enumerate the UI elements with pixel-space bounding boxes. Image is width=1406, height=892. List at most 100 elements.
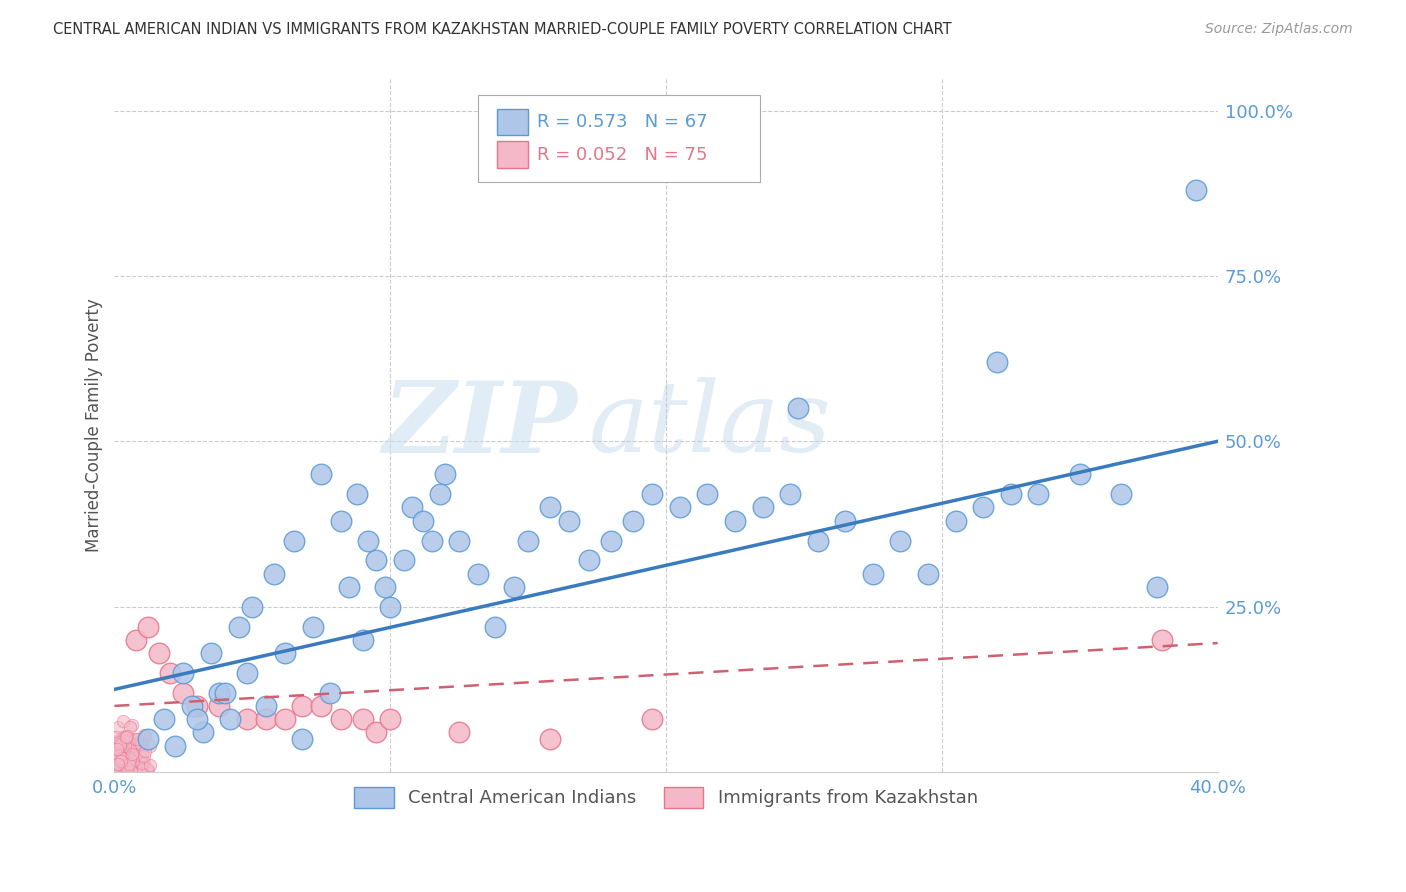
- Point: [121, 747, 143, 761]
- Point: [124, 731, 146, 746]
- Point: [121, 754, 143, 768]
- Point: [254, 712, 277, 726]
- Point: [118, 747, 141, 761]
- Point: [111, 746, 134, 760]
- Point: [118, 757, 141, 772]
- Point: [118, 750, 141, 764]
- Point: [186, 698, 208, 713]
- Point: [105, 730, 128, 744]
- Point: [621, 514, 644, 528]
- Point: [110, 754, 132, 768]
- Point: [112, 714, 135, 729]
- Point: [112, 764, 135, 778]
- Point: [420, 533, 443, 548]
- Point: [111, 742, 134, 756]
- Point: [134, 749, 156, 764]
- Point: [274, 712, 297, 726]
- Point: [834, 514, 856, 528]
- Point: [401, 500, 423, 515]
- Point: [1069, 467, 1091, 482]
- Point: [121, 751, 143, 765]
- Point: [254, 698, 277, 713]
- Point: [120, 757, 142, 772]
- Point: [449, 533, 471, 548]
- Point: [111, 732, 134, 747]
- Point: [120, 737, 142, 751]
- Point: [118, 760, 141, 774]
- Point: [309, 698, 332, 713]
- Point: [105, 759, 128, 773]
- Point: [641, 487, 664, 501]
- Point: [134, 728, 156, 742]
- Point: [110, 757, 132, 772]
- FancyBboxPatch shape: [478, 95, 759, 182]
- Point: [128, 735, 150, 749]
- Point: [111, 750, 134, 764]
- Point: [139, 758, 162, 772]
- Point: [128, 738, 150, 752]
- Point: [945, 514, 967, 528]
- Point: [172, 665, 194, 680]
- Point: [136, 619, 159, 633]
- Point: [114, 740, 136, 755]
- Point: [139, 739, 162, 753]
- Point: [291, 698, 314, 713]
- Point: [599, 533, 621, 548]
- Point: [125, 753, 148, 767]
- Point: [117, 762, 139, 776]
- Point: [129, 737, 152, 751]
- Point: [180, 698, 202, 713]
- Point: [108, 751, 131, 765]
- Point: [434, 467, 457, 482]
- Y-axis label: Married-Couple Family Poverty: Married-Couple Family Poverty: [86, 298, 103, 551]
- Point: [114, 738, 136, 752]
- Point: [236, 665, 259, 680]
- Point: [186, 712, 208, 726]
- Text: R = 0.052   N = 75: R = 0.052 N = 75: [537, 145, 707, 163]
- Point: [117, 764, 139, 778]
- Point: [263, 566, 285, 581]
- Point: [917, 566, 939, 581]
- Point: [111, 761, 134, 775]
- Point: [131, 756, 153, 770]
- Point: [122, 738, 145, 752]
- Legend: Central American Indians, Immigrants from Kazakhstan: Central American Indians, Immigrants fro…: [347, 780, 986, 815]
- Point: [972, 500, 994, 515]
- Point: [105, 748, 128, 763]
- Point: [121, 744, 143, 758]
- Point: [807, 533, 830, 548]
- Point: [131, 744, 153, 758]
- Point: [110, 756, 132, 771]
- Point: [131, 736, 153, 750]
- Point: [110, 742, 132, 756]
- Point: [121, 763, 143, 777]
- Point: [117, 749, 139, 764]
- Text: Source: ZipAtlas.com: Source: ZipAtlas.com: [1205, 22, 1353, 37]
- Point: [110, 747, 132, 761]
- Point: [112, 742, 135, 756]
- Text: atlas: atlas: [589, 377, 831, 473]
- Point: [108, 748, 131, 763]
- Point: [107, 740, 129, 755]
- Point: [111, 740, 134, 755]
- Point: [107, 720, 129, 734]
- Point: [352, 632, 374, 647]
- Point: [986, 355, 1008, 369]
- Point: [127, 732, 149, 747]
- Point: [115, 731, 138, 745]
- Point: [124, 747, 146, 762]
- Point: [112, 755, 135, 769]
- Point: [862, 566, 884, 581]
- Point: [132, 760, 155, 774]
- Point: [172, 686, 194, 700]
- Point: [110, 753, 132, 767]
- Point: [329, 514, 352, 528]
- Point: [131, 747, 153, 762]
- Point: [669, 500, 692, 515]
- Point: [110, 739, 132, 753]
- Point: [302, 619, 325, 633]
- Point: [112, 760, 135, 774]
- Point: [121, 718, 143, 732]
- Text: ZIP: ZIP: [382, 376, 578, 473]
- Point: [484, 619, 506, 633]
